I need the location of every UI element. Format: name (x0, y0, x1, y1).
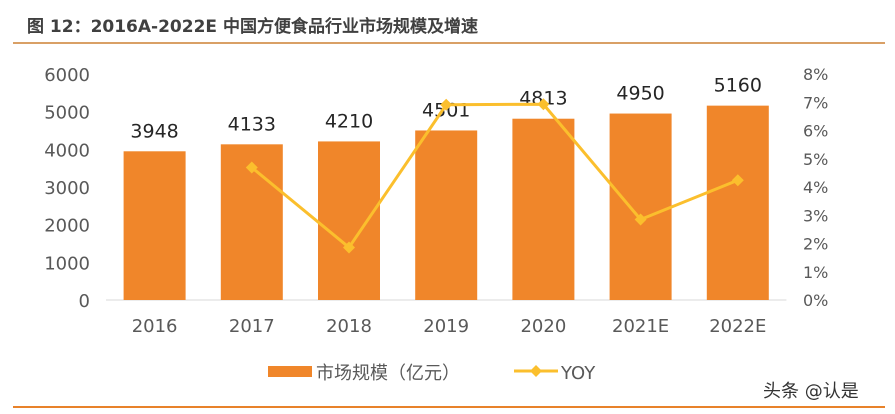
bottom-divider (13, 406, 885, 408)
right-axis-tick-label: 5% (803, 150, 828, 169)
bar-data-label: 5160 (714, 75, 762, 97)
yoy-marker (731, 174, 744, 187)
yoy-marker (245, 161, 258, 174)
title-divider (13, 42, 885, 44)
legend-line-marker (530, 365, 542, 377)
yoy-marker (440, 98, 453, 111)
bar (609, 113, 672, 300)
bar (512, 118, 575, 301)
left-axis-tick-label: 6000 (44, 65, 90, 86)
legend-line-label: YOY (560, 363, 596, 384)
x-axis-tick-label: 2020 (520, 316, 566, 337)
legend-bar-label: 市场规模（亿元） (316, 363, 460, 384)
bar-data-label: 3948 (130, 120, 178, 142)
yoy-marker (343, 241, 355, 254)
right-axis-tick-label: 4% (803, 178, 828, 197)
left-axis-tick-label: 4000 (44, 140, 90, 161)
x-axis-tick-label: 2018 (326, 316, 372, 337)
x-axis-tick-label: 2021E (612, 316, 669, 337)
right-axis-tick-label: 6% (803, 122, 828, 141)
yoy-marker (634, 213, 647, 226)
bar (318, 141, 380, 300)
yoy-marker (537, 98, 550, 111)
right-axis-tick-label: 0% (803, 291, 828, 310)
right-axis-tick-label: 7% (803, 93, 828, 112)
x-axis-tick-label: 2016 (132, 316, 178, 337)
right-axis-tick-label: 3% (803, 206, 828, 225)
right-axis-tick-label: 8% (803, 65, 828, 84)
figure-title: 图 12：2016A-2022E 中国方便食品行业市场规模及增速 (27, 17, 478, 37)
bar-data-label: 4210 (325, 110, 373, 132)
bar-data-label: 4950 (616, 83, 664, 105)
left-axis-tick-label: 3000 (44, 178, 90, 199)
legend-bar-swatch (268, 366, 312, 377)
left-axis-tick-label: 1000 (44, 253, 90, 274)
bar (706, 105, 769, 300)
right-axis-tick-label: 1% (803, 263, 828, 282)
bar (415, 130, 478, 300)
bar (123, 151, 186, 300)
x-axis-tick-label: 2022E (709, 316, 766, 337)
x-axis-tick-label: 2017 (229, 316, 275, 337)
x-axis-tick-label: 2019 (423, 316, 469, 337)
left-axis-tick-label: 5000 (44, 103, 90, 124)
yoy-line (250, 102, 739, 250)
right-axis-tick-label: 2% (803, 235, 828, 254)
bar-data-label: 4133 (228, 113, 276, 135)
left-axis-tick-label: 2000 (44, 216, 90, 237)
watermark: 头条 @认是 (763, 381, 859, 402)
left-axis-tick-label: 0 (79, 291, 90, 312)
